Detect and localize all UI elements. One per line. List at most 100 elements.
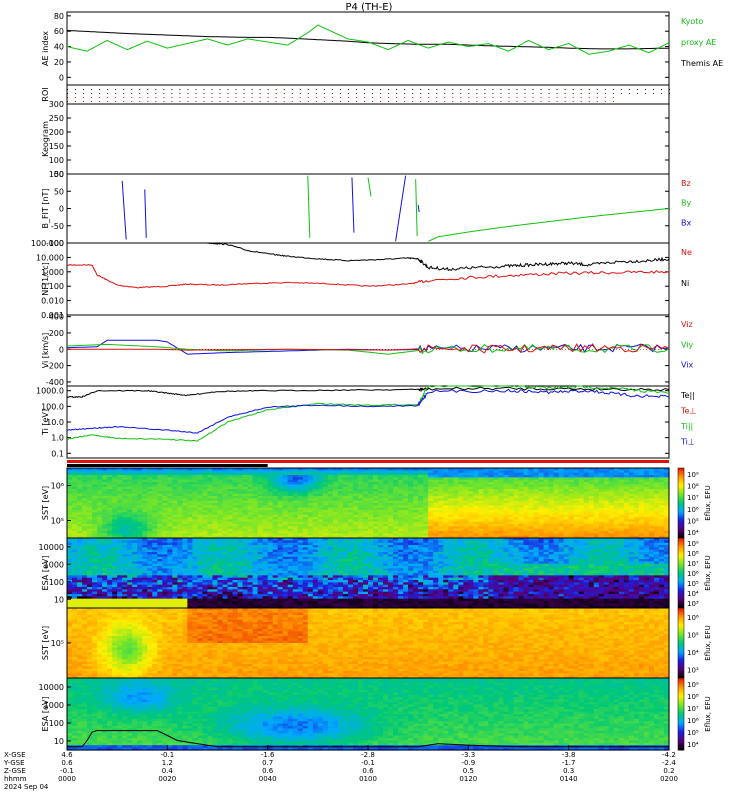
heatmap-cell — [613, 526, 620, 530]
heatmap-cell — [578, 486, 585, 490]
heatmap-cell — [342, 521, 349, 525]
heatmap-cell — [167, 498, 173, 502]
roi-dot — [139, 93, 141, 94]
heatmap-cell — [302, 519, 309, 523]
heatmap-cell — [618, 535, 625, 539]
heatmap-cell — [117, 535, 123, 539]
heatmap-cell — [207, 479, 214, 483]
heatmap-cell — [152, 493, 158, 497]
roi-dot — [532, 93, 534, 94]
heatmap-cell — [398, 521, 404, 525]
heatmap-cell — [448, 533, 454, 537]
heatmap-cell — [262, 510, 269, 513]
heatmap-cell — [583, 479, 590, 483]
heatmap-cell — [297, 524, 304, 527]
heatmap-cell — [72, 528, 78, 532]
roi-dot — [323, 97, 325, 98]
heatmap-cell — [643, 470, 650, 474]
heatmap-cell — [538, 535, 545, 539]
heatmap-cell — [443, 521, 449, 525]
heatmap-cell — [588, 519, 595, 523]
heatmap-cell — [272, 493, 279, 497]
heatmap-cell — [428, 482, 434, 485]
heatmap-cell — [222, 484, 229, 488]
heatmap-cell — [603, 535, 610, 539]
heatmap-cell — [553, 498, 560, 502]
heatmap-cell — [252, 498, 259, 502]
heatmap-cell — [287, 531, 294, 534]
heatmap-cell — [638, 533, 645, 537]
heatmap-cell — [578, 489, 585, 492]
heatmap-cell — [257, 521, 264, 525]
heatmap-cell — [478, 524, 484, 527]
heatmap-cell — [132, 472, 138, 476]
heatmap-cell — [222, 493, 229, 497]
heatmap-cell — [302, 512, 309, 516]
heatmap-cell — [488, 533, 495, 537]
roi-dot — [347, 89, 349, 90]
heatmap-cell — [232, 470, 239, 474]
heatmap-cell — [638, 486, 645, 490]
heatmap-cell — [568, 528, 575, 532]
heatmap-cell — [262, 526, 269, 530]
heatmap-cell — [172, 470, 178, 474]
heatmap-cell — [167, 482, 173, 485]
heatmap-cell — [177, 498, 183, 502]
heatmap-cell — [563, 528, 570, 532]
heatmap-cell — [498, 482, 505, 485]
heatmap-cell — [568, 505, 575, 509]
heatmap-cell — [222, 475, 229, 478]
heatmap-cell — [232, 533, 239, 537]
roi-dot — [444, 93, 446, 94]
heatmap-cell — [638, 519, 645, 523]
heatmap-cell — [187, 486, 194, 490]
heatmap-cell — [483, 472, 489, 476]
heatmap-cell — [563, 479, 570, 483]
heatmap-cell — [262, 535, 269, 539]
heatmap-cell — [257, 482, 264, 485]
heatmap-cell — [408, 496, 414, 499]
heatmap-cell — [538, 510, 545, 513]
heatmap-cell — [573, 528, 580, 532]
heatmap-cell — [242, 479, 249, 483]
heatmap-cell — [523, 531, 530, 534]
roi-dot — [620, 93, 622, 94]
heatmap-cell — [488, 479, 495, 483]
heatmap-cell — [282, 475, 289, 478]
heatmap-cell — [428, 524, 434, 527]
heatmap-cell — [322, 484, 329, 488]
heatmap-cell — [272, 514, 279, 518]
heatmap-cell — [608, 519, 615, 523]
heatmap-cell — [362, 535, 369, 539]
heatmap-cell — [618, 484, 625, 488]
heatmap-cell — [443, 498, 449, 502]
heatmap-cell — [227, 519, 234, 523]
heatmap-cell — [518, 510, 525, 513]
heatmap-cell — [403, 505, 409, 509]
roi-dot — [396, 97, 398, 98]
roi-dot — [203, 97, 205, 98]
heatmap-cell — [433, 489, 439, 492]
heatmap-cell — [252, 531, 259, 534]
heatmap-cell — [362, 505, 369, 509]
heatmap-cell — [182, 533, 188, 537]
heatmap-cell — [317, 482, 324, 485]
heatmap-cell — [518, 500, 525, 504]
heatmap-cell — [558, 507, 565, 511]
heatmap-cell — [423, 514, 429, 518]
heatmap-cell — [453, 507, 459, 511]
heatmap-cell — [322, 491, 329, 495]
heatmap-cell — [533, 512, 540, 516]
heatmap-cell — [473, 533, 479, 537]
heatmap-cell — [473, 496, 479, 499]
heatmap-cell — [548, 496, 555, 499]
heatmap-cell — [588, 489, 595, 492]
heatmap-cell — [418, 498, 424, 502]
heatmap-cell — [453, 479, 459, 483]
heatmap-cell — [222, 517, 229, 520]
heatmap-cell — [593, 528, 600, 532]
heatmap-cell — [267, 535, 274, 539]
heatmap-cell — [292, 510, 299, 513]
roi-dot — [396, 101, 398, 102]
heatmap-cell — [197, 486, 204, 490]
